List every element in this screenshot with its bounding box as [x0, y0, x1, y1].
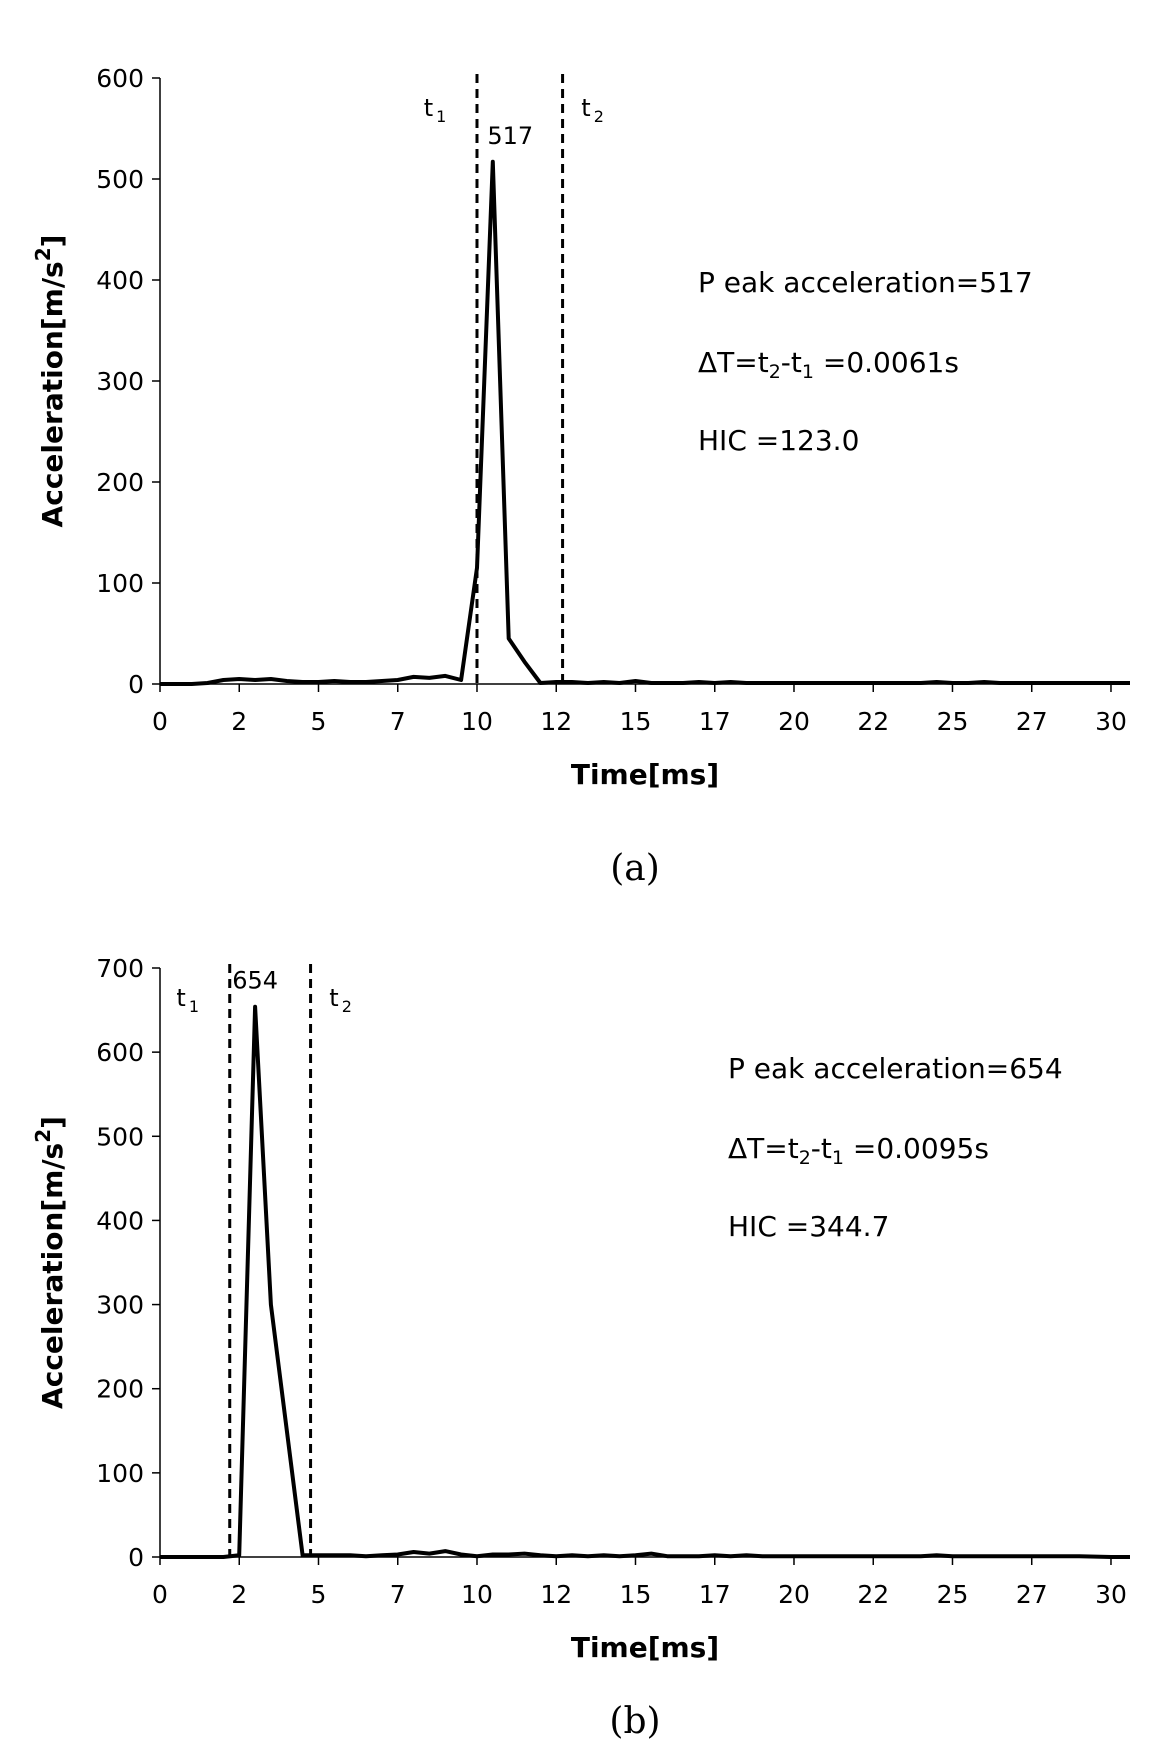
y-tick-label: 700	[96, 954, 144, 983]
x-tick-label: 5	[311, 707, 327, 736]
x-tick-label: 2	[231, 1580, 247, 1609]
annotation-line-3: HIC =123.0	[698, 424, 859, 457]
x-tick-label: 12	[540, 707, 572, 736]
x-tick-label: 30	[1095, 707, 1127, 736]
annotation-line-1: P eak acceleration=654	[728, 1052, 1063, 1085]
x-tick-label: 30	[1095, 1580, 1127, 1609]
annotation-line-2: ΔT=t2-t1 =0.0095s	[728, 1132, 989, 1169]
y-axis-title-main: Acceleration[m/s	[36, 261, 69, 527]
y-tick-label: 600	[96, 64, 144, 93]
y-tick-label: 400	[96, 1206, 144, 1235]
y-tick-label: 300	[96, 1291, 144, 1320]
y-tick-label: 200	[96, 468, 144, 497]
annotation-line-3: HIC =344.7	[728, 1210, 889, 1243]
y-axis-title-sup: 2	[31, 1129, 55, 1143]
x-tick-label: 17	[699, 707, 731, 736]
y-tick-label: 0	[128, 670, 144, 699]
x-tick-label: 15	[620, 707, 652, 736]
y-tick-label: 100	[96, 1459, 144, 1488]
x-tick-label: 25	[937, 707, 969, 736]
y-tick-label: 100	[96, 569, 144, 598]
x-tick-label: 5	[311, 1580, 327, 1609]
x-tick-label: 15	[620, 1580, 652, 1609]
series-line-0	[160, 159, 1130, 686]
x-tick-label: 22	[857, 707, 889, 736]
y-tick-label: 500	[96, 165, 144, 194]
panel-caption: (b)	[609, 1701, 660, 1742]
peak-value-label: 654	[232, 967, 278, 995]
x-tick-label: 22	[857, 1580, 889, 1609]
x-tick-label: 0	[152, 1580, 168, 1609]
x-tick-label: 10	[461, 707, 493, 736]
peak-value-label: 517	[487, 122, 533, 150]
x-tick-label: 20	[778, 1580, 810, 1609]
y-tick-label: 0	[128, 1543, 144, 1572]
y-tick-label: 600	[96, 1038, 144, 1067]
x-tick-label: 0	[152, 707, 168, 736]
x-axis-title: Time[ms]	[571, 1631, 719, 1664]
y-axis-title: Acceleration[m/s2]	[31, 235, 69, 528]
x-tick-label: 27	[1016, 707, 1048, 736]
y-tick-label: 500	[96, 1122, 144, 1151]
x-tick-label: 20	[778, 707, 810, 736]
y-axis-title: Acceleration[m/s2]	[31, 1116, 69, 1409]
x-tick-label: 2	[231, 707, 247, 736]
y-axis-title-main: Acceleration[m/s	[36, 1143, 69, 1409]
y-axis-title-end: ]	[36, 235, 69, 248]
series-line-0	[160, 1004, 1130, 1559]
x-tick-label: 25	[937, 1580, 969, 1609]
x-tick-label: 7	[390, 707, 406, 736]
x-axis-title: Time[ms]	[571, 758, 719, 791]
y-tick-label: 200	[96, 1375, 144, 1404]
x-tick-label: 17	[699, 1580, 731, 1609]
y-tick-label: 300	[96, 367, 144, 396]
x-tick-label: 10	[461, 1580, 493, 1609]
x-tick-label: 27	[1016, 1580, 1048, 1609]
annotation-line-2: ΔT=t2-t1 =0.0061s	[698, 346, 959, 383]
y-tick-label: 400	[96, 266, 144, 295]
annotation-line-1: P eak acceleration=517	[698, 266, 1033, 299]
x-tick-label: 7	[390, 1580, 406, 1609]
y-axis-title-sup: 2	[31, 247, 55, 261]
x-tick-label: 12	[540, 1580, 572, 1609]
panel-caption: (a)	[610, 848, 660, 889]
y-axis-title-end: ]	[36, 1116, 69, 1129]
